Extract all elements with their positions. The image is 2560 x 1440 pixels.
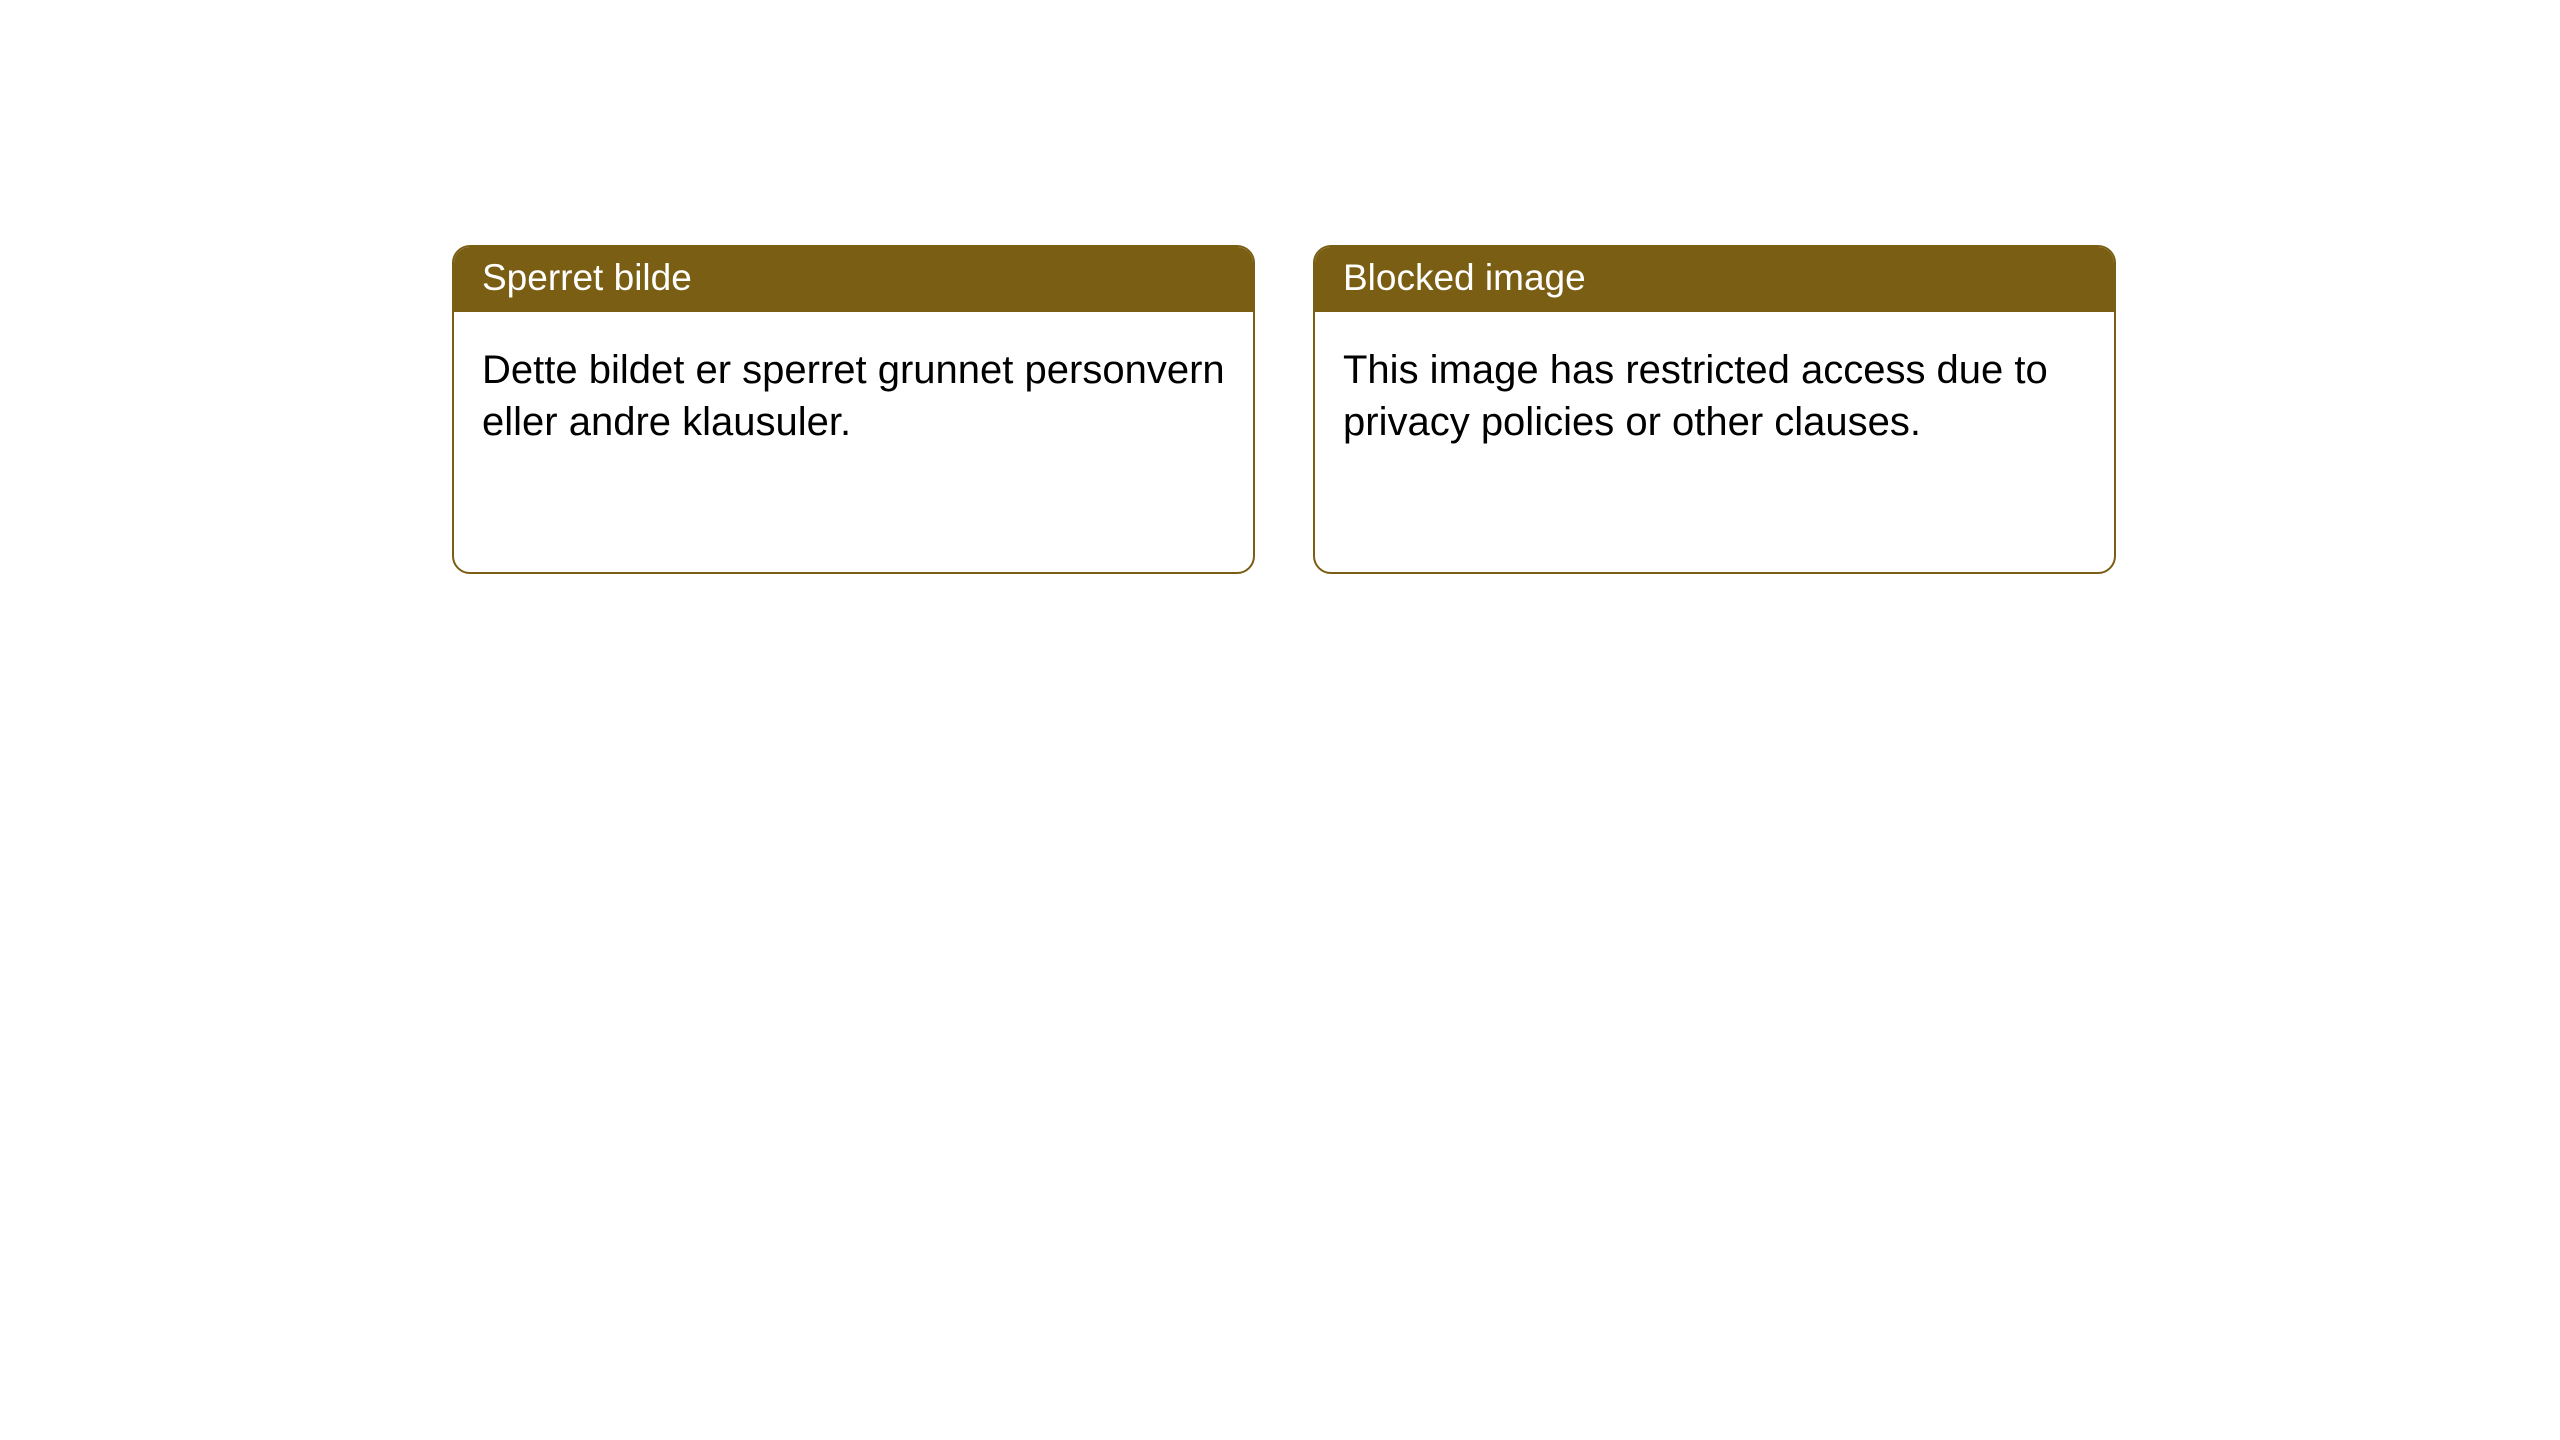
card-header-english: Blocked image (1315, 247, 2114, 312)
notice-cards-container: Sperret bilde Dette bildet er sperret gr… (452, 245, 2116, 574)
card-text: Dette bildet er sperret grunnet personve… (482, 348, 1225, 445)
card-body-norwegian: Dette bildet er sperret grunnet personve… (454, 312, 1253, 572)
card-text: This image has restricted access due to … (1343, 348, 2048, 445)
notice-card-english: Blocked image This image has restricted … (1313, 245, 2116, 574)
card-header-norwegian: Sperret bilde (454, 247, 1253, 312)
card-body-english: This image has restricted access due to … (1315, 312, 2114, 572)
card-title: Sperret bilde (482, 257, 692, 298)
notice-card-norwegian: Sperret bilde Dette bildet er sperret gr… (452, 245, 1255, 574)
card-title: Blocked image (1343, 257, 1586, 298)
